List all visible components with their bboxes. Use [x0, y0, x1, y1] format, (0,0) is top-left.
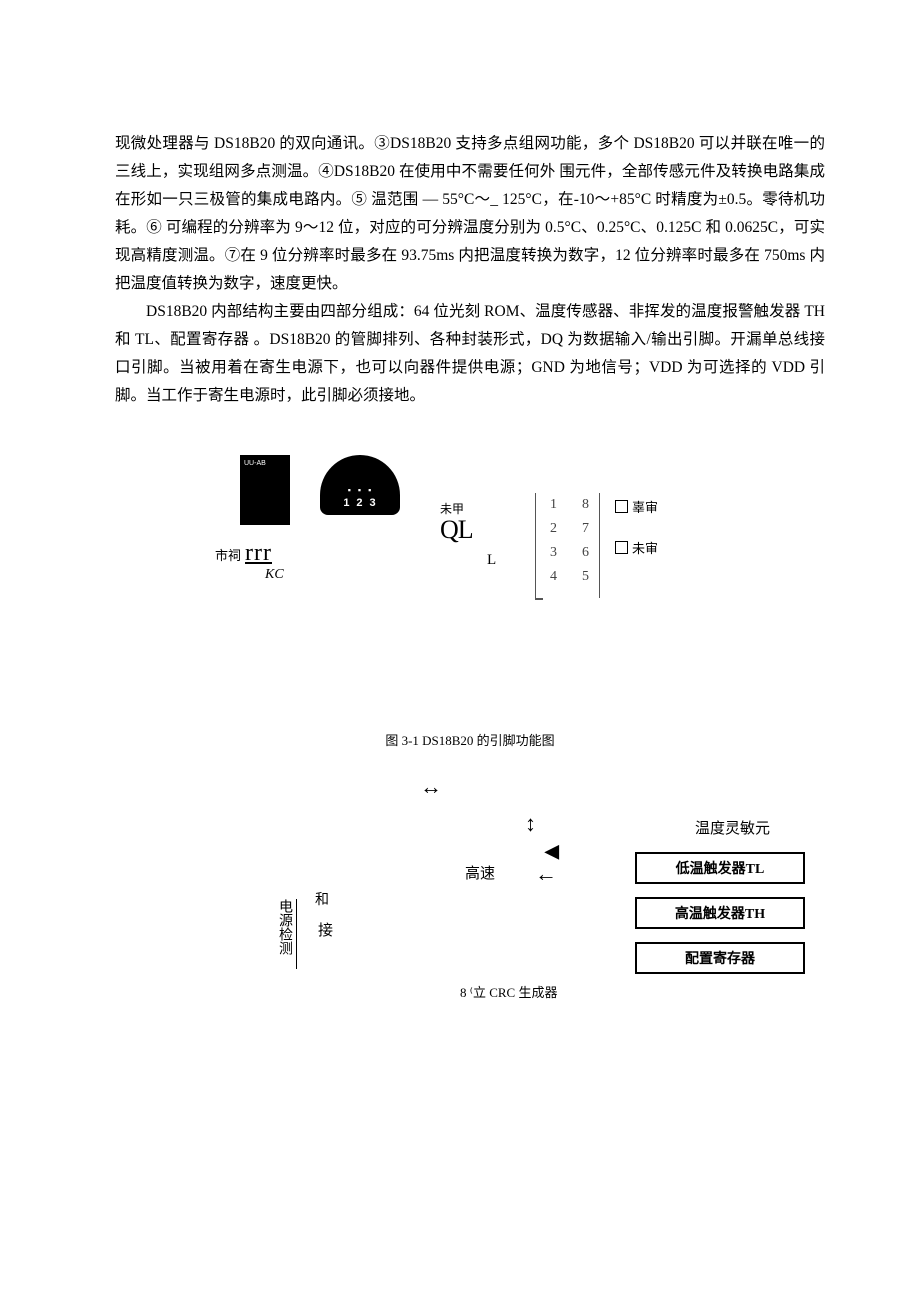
paragraph-1: 现微处理器与 DS18B20 的双向通讯。③DS18B20 支持多点组网功能，多… — [115, 130, 825, 298]
checkbox-item-1: 辜审 — [615, 497, 658, 516]
jie-label: 接 — [318, 919, 333, 940]
package-pin-dots: ▪▪▪ — [320, 485, 400, 495]
crc-generator-label: 8 ⁽立 CRC 生成器 — [460, 982, 557, 1001]
package-rect-label: UU-AB — [244, 460, 266, 467]
paragraph-2: DS18B20 内部结构主要由四部分组成：64 位光刻 ROM、温度传感器、非挥… — [115, 298, 825, 410]
pin-3: 3 — [550, 545, 557, 561]
figure-block-diagram: ↔ ↕ ◀ ← 高速 和 接 电源检测 温度灵敏元 低温触发器TL 高温触发器T… — [175, 769, 805, 1009]
soic-row-3: 36 — [536, 541, 599, 565]
checkbox-icon — [615, 500, 628, 513]
shici-label: 市祠 — [215, 548, 241, 563]
pin-2: 2 — [550, 521, 557, 537]
document-page: 现微处理器与 DS18B20 的双向通讯。③DS18B20 支持多点组网功能，多… — [0, 0, 920, 1069]
bottom-label-row: 市祠 rrr — [215, 540, 272, 567]
block-tl-trigger: 低温触发器TL — [635, 852, 805, 884]
checkbox-label-1: 辜审 — [632, 497, 658, 516]
arrow-vertical-icon: ↕ — [525, 811, 536, 837]
l-label: L — [487, 552, 496, 569]
block-config-register: 配置寄存器 — [635, 942, 805, 974]
package-pin-numbers: 123 — [320, 497, 400, 509]
package-soic-icon: 18 27 36 45 — [535, 493, 600, 598]
pin-7: 7 — [582, 521, 589, 537]
arrow-horizontal-icon: ↔ — [420, 774, 442, 800]
checkbox-group: 辜审 未审 — [615, 497, 658, 579]
rrr-label: rrr — [245, 540, 272, 566]
gaosu-label: 高速 — [465, 862, 495, 883]
figure-caption: 图 3-1 DS18B20 的引脚功能图 — [115, 730, 825, 749]
ql-label: QL — [440, 515, 473, 545]
package-to92-icon: ▪▪▪ 123 — [320, 455, 400, 515]
kc-label: KC — [265, 567, 284, 583]
arrow-left-small-icon: ◀ — [545, 841, 559, 862]
soic-row-2: 27 — [536, 517, 599, 541]
block-th-trigger: 高温触发器TH — [635, 897, 805, 929]
arrow-left-icon: ← — [535, 861, 557, 887]
checkbox-item-2: 未审 — [615, 538, 658, 557]
temp-sensor-label: 温度灵敏元 — [695, 817, 770, 838]
mid-column: 未甲 QL — [440, 500, 473, 545]
pin-5: 5 — [582, 569, 589, 585]
checkbox-icon — [615, 541, 628, 554]
pin-1: 1 — [550, 497, 557, 513]
checkbox-label-2: 未审 — [632, 538, 658, 557]
power-detect-label: 电源检测 — [275, 899, 297, 969]
he-label: 和 — [315, 889, 329, 909]
pin-4: 4 — [550, 569, 557, 585]
soic-row-4: 45 — [536, 565, 599, 589]
figure-pinout: UU-AB ▪▪▪ 123 市祠rrr KC 未甲 QL L 18 27 36 … — [115, 455, 825, 635]
pin-8: 8 — [582, 497, 589, 513]
pin-6: 6 — [582, 545, 589, 561]
soic-row-1: 18 — [536, 493, 599, 517]
